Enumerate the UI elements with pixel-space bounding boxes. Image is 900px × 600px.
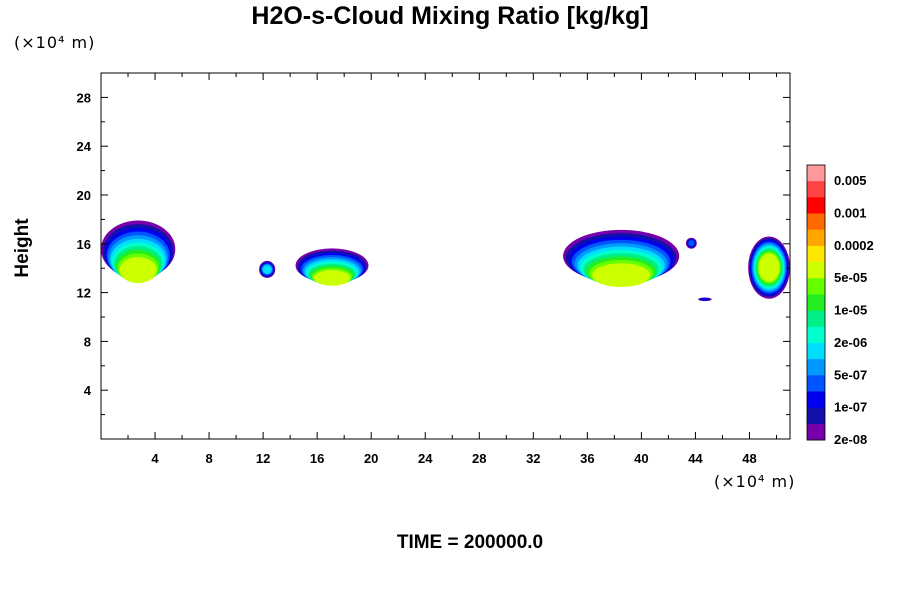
colorbar-label: 5e-05 [834,270,867,285]
y-tick-label: 8 [84,334,91,349]
cloud-contour [592,263,651,288]
colorbar-label: 2e-08 [834,432,867,447]
colorbar-swatch [807,165,825,182]
x-axis-unit: (×10⁴ m) [714,472,796,491]
time-label: TIME = 200000.0 [396,532,544,553]
colorbar-swatch [807,326,825,344]
y-tick-label: 24 [77,139,92,154]
y-axis-unit: (×10⁴ m) [14,33,96,52]
chart-title: H2O-s-Cloud Mixing Ratio [kg/kg] [251,2,649,30]
x-tick-label: 20 [364,451,378,466]
colorbar-label: 0.0002 [834,238,874,253]
cloud-field [101,220,790,302]
cloud-layer [101,220,790,302]
colorbar-swatch [807,213,825,231]
x-tick-label: 4 [151,451,159,466]
y-tick-label: 4 [84,383,92,398]
cloud-contour [262,265,272,274]
cloud-low-thin [698,297,712,302]
x-tick-label: 44 [688,451,703,466]
colorbar-swatch [807,262,825,279]
colorbar-swatch [807,294,825,312]
x-tick-label: 48 [742,451,756,466]
colorbar-swatch [807,310,825,328]
x-tick-label: 16 [310,451,324,466]
cloud-small-cap [685,237,697,249]
colorbar-label: 5e-07 [834,367,867,382]
cloud-contour [688,240,695,247]
x-tick-label: 36 [580,451,594,466]
x-tick-label: 32 [526,451,540,466]
y-tick-label: 28 [77,90,91,105]
colorbar-swatch [807,342,825,360]
y-tick-label: 16 [77,237,91,252]
cloud-contour [758,253,780,282]
y-axis: 4 8 12 16 20 24 28 [77,90,790,416]
x-tick-label: 28 [472,451,486,466]
cloud-mid-cloud-b [295,248,369,286]
y-tick-label: 20 [77,188,91,203]
colorbar-swatch [807,407,825,425]
plot-area [101,73,790,439]
colorbar-swatch [807,181,825,198]
x-tick-label: 40 [634,451,648,466]
colorbar-swatch [807,245,825,263]
cloud-mid-cloud-a [259,260,276,278]
colorbar-label: 0.005 [834,173,867,188]
cloud-contour [700,298,710,301]
x-tick-label: 24 [418,451,433,466]
colorbar-swatch [807,391,825,409]
colorbar-swatch [807,423,825,441]
colorbar-label: 2e-06 [834,335,867,350]
cloud-contour [313,270,351,286]
cloud-right-anvil [563,229,680,288]
cloud-contour [119,257,157,284]
colorbar: 0.005 0.001 0.0002 5e-05 1e-05 2e-06 5e-07 1e-0… [806,164,874,447]
colorbar-frame [806,164,826,441]
cloud-left-anvil [101,220,176,284]
y-tick-label: 12 [77,286,91,301]
colorbar-label: 0.001 [834,206,867,221]
colorbar-label: 1e-07 [834,400,867,415]
plot-frame [100,72,791,440]
x-tick-label: 8 [205,451,212,466]
colorbar-swatch [807,359,825,376]
colorbar-label: 1e-05 [834,303,867,318]
x-tick-label: 12 [256,451,270,466]
colorbar-swatch [807,229,825,247]
colorbar-swatch [807,197,825,215]
cloud-edge-right [748,236,790,299]
colorbar-swatch [807,278,825,295]
colorbar-swatch [807,375,825,392]
x-axis: 4 8 12 16 20 24 28 32 36 40 44 48 [127,73,777,466]
